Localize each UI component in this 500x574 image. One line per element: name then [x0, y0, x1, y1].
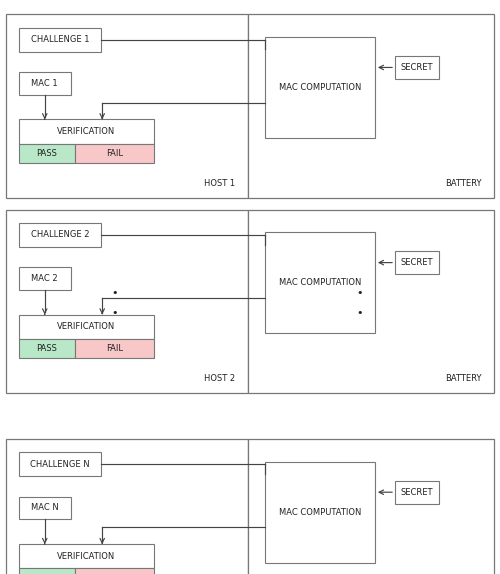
- Text: MAC 1: MAC 1: [32, 79, 58, 88]
- Text: MAC 2: MAC 2: [32, 274, 58, 283]
- Bar: [18, 223, 101, 247]
- Text: MAC COMPUTATION: MAC COMPUTATION: [279, 508, 361, 517]
- Text: SECRET: SECRET: [401, 488, 434, 497]
- Bar: [395, 251, 439, 274]
- Bar: [75, 144, 154, 163]
- Bar: [6, 439, 248, 574]
- Bar: [18, 339, 75, 358]
- Text: FAIL: FAIL: [106, 344, 123, 353]
- Text: MAC COMPUTATION: MAC COMPUTATION: [279, 83, 361, 92]
- Bar: [6, 210, 248, 393]
- Text: BATTERY: BATTERY: [445, 374, 482, 383]
- Text: VERIFICATION: VERIFICATION: [57, 127, 115, 136]
- Text: •: •: [112, 288, 118, 298]
- Bar: [6, 14, 248, 198]
- Bar: [395, 56, 439, 79]
- Bar: [75, 568, 154, 574]
- Bar: [18, 144, 75, 163]
- Bar: [18, 497, 71, 519]
- Bar: [18, 72, 71, 95]
- Text: BATTERY: BATTERY: [445, 179, 482, 188]
- Bar: [248, 14, 494, 198]
- Text: CHALLENGE N: CHALLENGE N: [30, 460, 90, 469]
- Bar: [395, 481, 439, 504]
- Text: SECRET: SECRET: [401, 258, 434, 267]
- Text: PASS: PASS: [36, 149, 58, 158]
- Text: MAC N: MAC N: [31, 503, 58, 513]
- Text: VERIFICATION: VERIFICATION: [57, 322, 115, 331]
- Bar: [18, 544, 154, 568]
- Text: FAIL: FAIL: [106, 149, 123, 158]
- Bar: [18, 267, 71, 290]
- Text: HOST 1: HOST 1: [204, 179, 235, 188]
- Bar: [265, 37, 375, 138]
- Bar: [18, 315, 154, 339]
- Bar: [18, 28, 101, 52]
- Text: VERIFICATION: VERIFICATION: [57, 552, 115, 561]
- Bar: [75, 339, 154, 358]
- Bar: [18, 452, 101, 476]
- Bar: [18, 119, 154, 144]
- Bar: [248, 439, 494, 574]
- Text: MAC COMPUTATION: MAC COMPUTATION: [279, 278, 361, 287]
- Text: HOST 2: HOST 2: [204, 374, 235, 383]
- Text: CHALLENGE 2: CHALLENGE 2: [30, 230, 89, 239]
- Bar: [265, 232, 375, 333]
- Text: •: •: [357, 288, 363, 298]
- Text: SECRET: SECRET: [401, 63, 434, 72]
- Text: CHALLENGE 1: CHALLENGE 1: [30, 35, 89, 44]
- Bar: [18, 568, 75, 574]
- Bar: [248, 210, 494, 393]
- Text: •: •: [112, 308, 118, 318]
- Text: PASS: PASS: [36, 344, 58, 353]
- Text: •: •: [357, 308, 363, 318]
- Bar: [265, 462, 375, 563]
